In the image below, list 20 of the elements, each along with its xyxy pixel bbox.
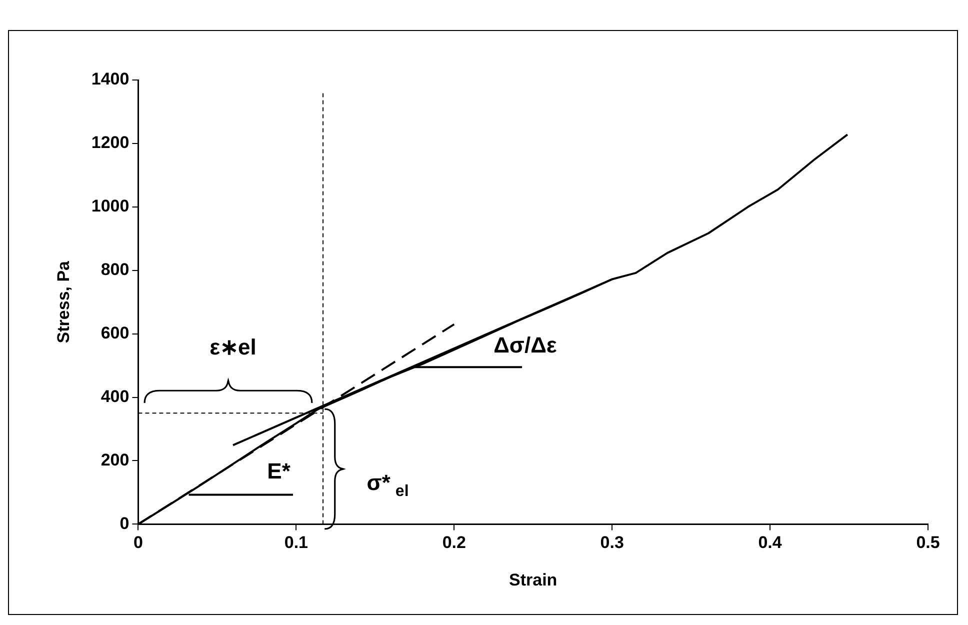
y-tick-label: 1000 xyxy=(91,196,130,216)
annotation: E* xyxy=(267,458,291,484)
annotation: σ*el xyxy=(366,470,409,500)
x-tick-label: 0.5 xyxy=(916,533,940,552)
x-tick-label: 0.4 xyxy=(758,533,782,552)
y-tick-label: 200 xyxy=(100,450,130,470)
x-tick-label: 0 xyxy=(133,533,143,552)
y-tick-label: 600 xyxy=(100,324,130,343)
x-axis-title: Strain xyxy=(509,570,558,590)
annotation: ε∗el xyxy=(210,334,256,360)
x-tick-label: 0.3 xyxy=(600,533,624,552)
annotation: Δσ/Δε xyxy=(494,332,558,358)
y-tick-label: 800 xyxy=(100,260,130,280)
x-tick-label: 0.2 xyxy=(442,533,466,552)
y-tick-label: 1200 xyxy=(91,133,130,152)
y-axis-title: Stress, Pa xyxy=(54,260,73,344)
y-tick-label: 0 xyxy=(120,514,130,533)
y-tick-label: 400 xyxy=(100,386,130,406)
y-tick-label: 1400 xyxy=(91,70,130,89)
x-tick-label: 0.1 xyxy=(284,533,308,552)
